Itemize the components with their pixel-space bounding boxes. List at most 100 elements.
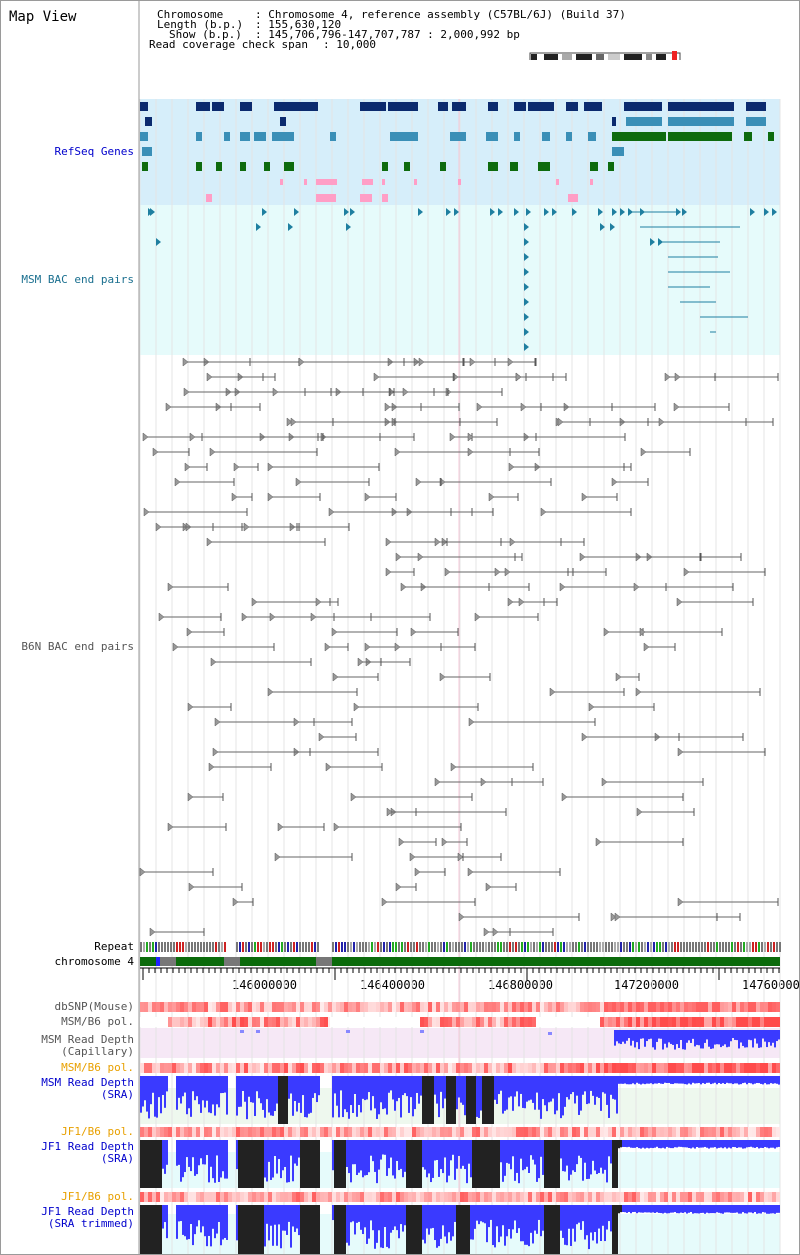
jf1-sra-depth-bar — [436, 1140, 438, 1160]
track-label-chromosome[interactable]: chromosome 4 — [54, 955, 134, 968]
msm-b6-pol-heat — [476, 1017, 480, 1027]
jf1-b6-pol2-heat — [216, 1192, 220, 1202]
jf1-b6-pol2-heat — [632, 1192, 636, 1202]
b6n-bac-end — [267, 492, 274, 502]
jf1-b6-pol2-heat — [776, 1192, 780, 1202]
jf1-sra-depth-bar — [744, 1140, 746, 1149]
track-label-jf1-b6-pol[interactable]: JF1/B6 pol. — [61, 1125, 134, 1138]
msm-b6-pol2-heat — [684, 1063, 688, 1073]
msm-sra-depth-bar — [538, 1076, 540, 1110]
repeat-feature — [374, 942, 376, 952]
refseq-gene — [240, 132, 250, 141]
msm-sra-depth-bar — [764, 1076, 766, 1084]
msm-sra-depth-bar — [704, 1076, 706, 1084]
jf1-trim-depth-bar — [276, 1205, 278, 1246]
msm-sra-depth-bar — [778, 1076, 780, 1085]
track-label-msm-b6-pol[interactable]: MSM/B6 pol. — [61, 1015, 134, 1028]
jf1-sra-depth-bar — [264, 1140, 266, 1178]
msm-b6-pol2-heat — [260, 1063, 264, 1073]
refseq-pink-mark — [362, 179, 373, 185]
msm-capillary-bar — [616, 1030, 618, 1042]
jf1-b6-pol-heat — [300, 1127, 304, 1137]
jf1-trim-depth-bar — [316, 1205, 318, 1254]
jf1-trim-depth-bar — [332, 1205, 334, 1221]
msm-sra-depth-bar — [754, 1076, 756, 1084]
track-label-msm-depth-sra-1[interactable]: MSM Read Depth — [41, 1076, 134, 1089]
track-label-msm-bac[interactable]: MSM BAC end pairs — [21, 273, 134, 286]
jf1-trim-depth-bar — [364, 1205, 366, 1228]
track-label-b6n-bac[interactable]: B6N BAC end pairs — [21, 640, 134, 653]
jf1-b6-pol2-heat — [348, 1192, 352, 1202]
msm-b6-pol2-heat — [192, 1063, 196, 1073]
msm-sra-depth-bar — [488, 1076, 490, 1124]
msm-b6-pol-heat — [740, 1017, 744, 1027]
jf1-sra-depth-bar — [768, 1140, 770, 1149]
repeat-feature — [164, 942, 166, 952]
jf1-sra-depth-bar — [246, 1140, 248, 1188]
msm-b6-pol2-heat — [240, 1063, 244, 1073]
b6n-bac-end — [269, 612, 276, 622]
b6n-bac-end — [635, 687, 642, 697]
jf1-trim-depth-bar — [472, 1205, 474, 1240]
jf1-trim-depth-bar — [568, 1205, 570, 1229]
jf1-b6-pol-heat — [720, 1127, 724, 1137]
jf1-sra-depth-bar — [472, 1140, 474, 1188]
jf1-b6-pol-heat — [712, 1127, 716, 1137]
msm-capillary-bar — [718, 1030, 720, 1045]
b6n-bac-end — [636, 807, 643, 817]
dbsnp-heat — [400, 1002, 404, 1012]
jf1-sra-depth-bar — [702, 1140, 704, 1148]
jf1-trim-depth-bar — [450, 1205, 452, 1241]
b6n-bac-end — [243, 522, 250, 532]
track-label-jf1-depth-trim-1[interactable]: JF1 Read Depth — [41, 1205, 134, 1218]
jf1-b6-pol-heat — [448, 1127, 452, 1137]
chromosome-ideogram[interactable] — [528, 50, 683, 60]
track-label-dbsnp[interactable]: dbSNP(Mouse) — [54, 1000, 134, 1013]
track-label-msm-depth-cap-1[interactable]: MSM Read Depth — [41, 1033, 134, 1046]
msm-bac-end — [600, 223, 605, 231]
refseq-pink-mark — [280, 179, 283, 185]
b6n-bac-end — [394, 447, 401, 457]
jf1-trim-depth-bar — [506, 1205, 508, 1237]
jf1-b6-pol2-heat — [756, 1192, 760, 1202]
msm-sra-depth-bar — [708, 1076, 710, 1083]
jf1-trim-depth-bar — [572, 1205, 574, 1229]
jf1-b6-pol2-heat — [456, 1192, 460, 1202]
dbsnp-heat — [444, 1002, 448, 1012]
b6n-bac-end — [450, 762, 457, 772]
msm-b6-pol-heat — [768, 1017, 772, 1027]
jf1-trim-depth-bar — [720, 1205, 722, 1214]
track-label-refseq[interactable]: RefSeq Genes — [54, 145, 134, 158]
msm-b6-pol2-heat — [300, 1063, 304, 1073]
jf1-sra-depth-bar — [592, 1140, 594, 1161]
refseq-gene — [330, 132, 336, 141]
jf1-sra-depth-bar — [738, 1140, 740, 1148]
repeat-feature — [665, 942, 667, 952]
msm-b6-pol-heat — [712, 1017, 716, 1027]
track-label-msm-b6-pol-2[interactable]: MSM/B6 pol. — [61, 1061, 134, 1074]
msm-sra-depth-bar — [290, 1076, 292, 1094]
jf1-sra-depth-bar — [446, 1140, 448, 1183]
dbsnp-heat — [540, 1002, 544, 1012]
msm-b6-pol2-heat — [488, 1063, 492, 1073]
repeat-feature — [539, 942, 541, 952]
track-label-jf1-depth-sra-1[interactable]: JF1 Read Depth — [41, 1140, 134, 1153]
msm-capillary-bar — [752, 1030, 754, 1048]
msm-sra-depth-bar — [492, 1076, 494, 1124]
dbsnp-heat — [404, 1002, 408, 1012]
track-label-jf1-b6-pol-2[interactable]: JF1/B6 pol. — [61, 1190, 134, 1203]
msm-sra-depth-bar — [148, 1076, 150, 1119]
jf1-b6-pol-heat — [244, 1127, 248, 1137]
msm-sra-depth-bar — [506, 1076, 508, 1110]
jf1-trim-depth-bar — [682, 1205, 684, 1213]
jf1-trim-depth-bar — [710, 1205, 712, 1214]
jf1-trim-depth-bar — [694, 1205, 696, 1214]
msm-capillary-bar — [640, 1030, 642, 1039]
dbsnp-heat — [232, 1002, 236, 1012]
jf1-b6-pol-heat — [568, 1127, 572, 1137]
track-label-repeat[interactable]: Repeat — [94, 940, 134, 953]
jf1-b6-pol-heat — [340, 1127, 344, 1137]
b6n-bac-end — [272, 387, 279, 397]
msm-b6-pol-heat — [604, 1017, 608, 1027]
